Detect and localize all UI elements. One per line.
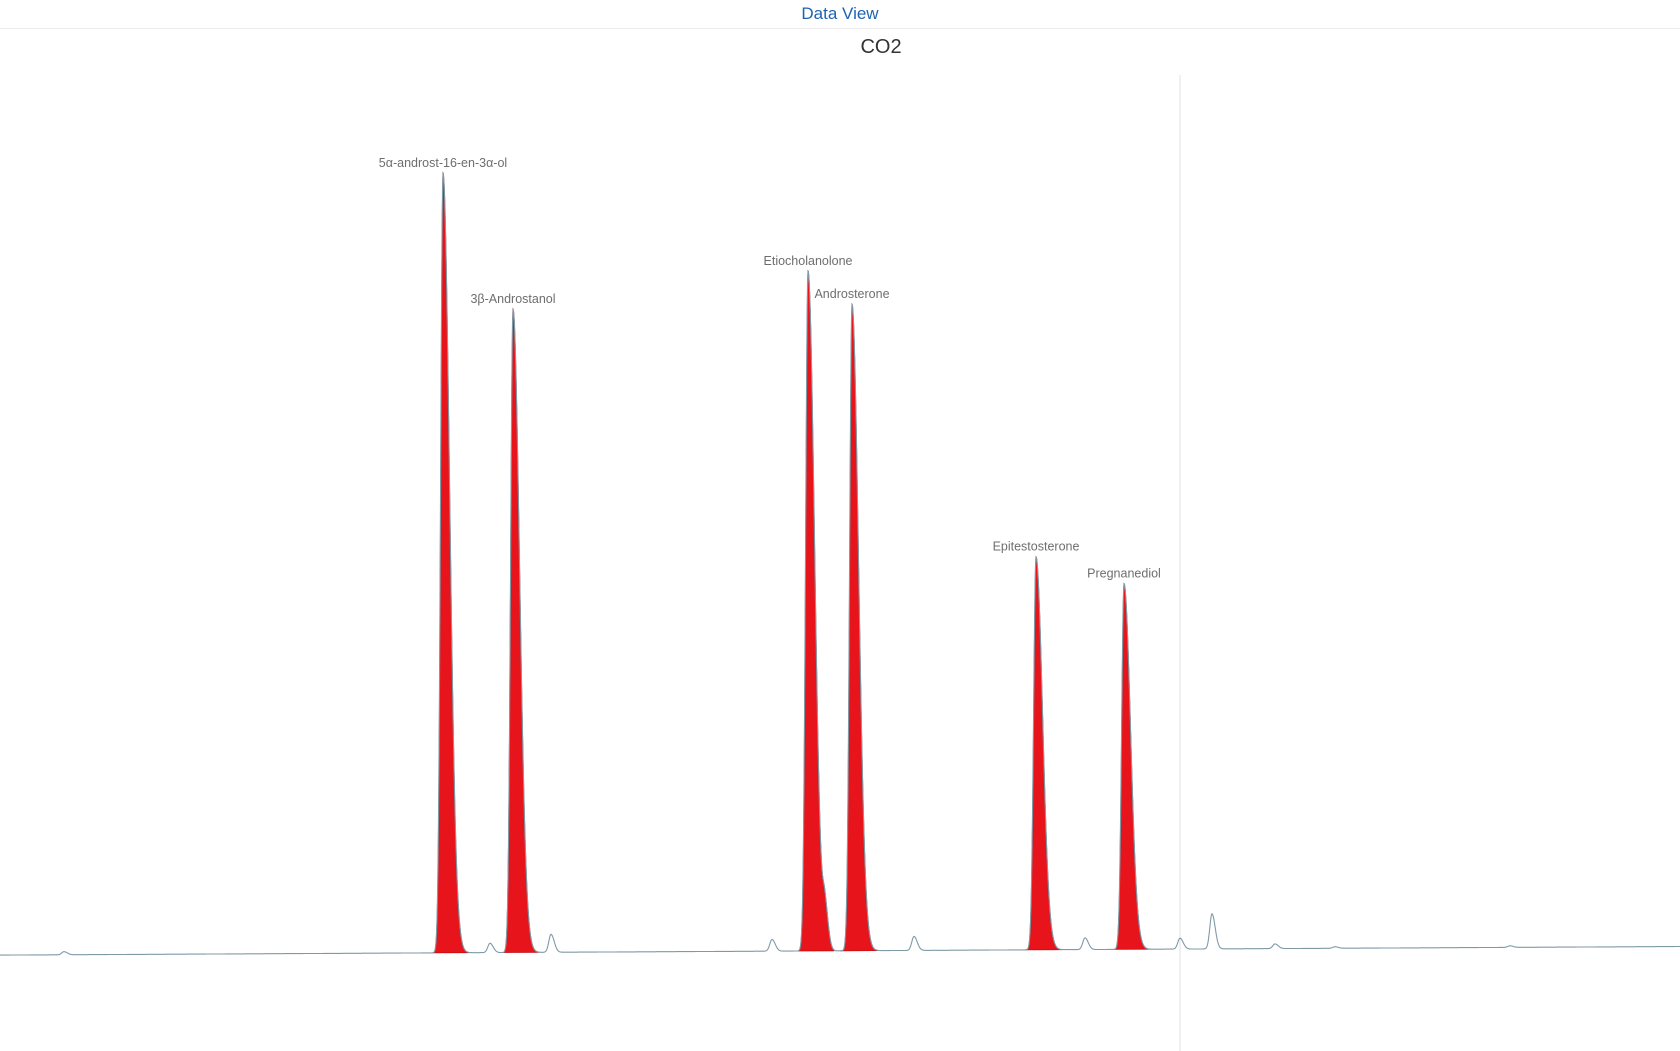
peak-area-4[interactable] xyxy=(839,302,879,952)
peak-label-1: 5α-androst-16-en-3α-ol xyxy=(379,156,507,170)
app-header: Data View xyxy=(0,0,1680,29)
peak-area-2[interactable] xyxy=(500,307,540,953)
peak-label-2: 3β-Androstanol xyxy=(470,292,555,306)
peak-label-3: Etiocholanolone xyxy=(764,254,853,268)
peak-labels: 5α-androst-16-en-3α-ol 3β-Androstanol Etio… xyxy=(379,156,1161,581)
peak-label-6: Pregnanediol xyxy=(1087,567,1161,581)
peak-area-3[interactable] xyxy=(795,269,835,952)
peak-area-6[interactable] xyxy=(1111,582,1151,950)
peak-area-1[interactable] xyxy=(430,171,470,954)
peak-label-5: Epitestosterone xyxy=(993,540,1080,554)
peak-area-5[interactable] xyxy=(1023,555,1063,951)
chromatogram-trace xyxy=(0,172,1680,956)
chart-title: CO2 xyxy=(860,36,902,58)
peak-label-4: Androsterone xyxy=(814,287,889,301)
peak-fills xyxy=(430,171,1151,954)
data-view-tab[interactable]: Data View xyxy=(801,4,879,23)
